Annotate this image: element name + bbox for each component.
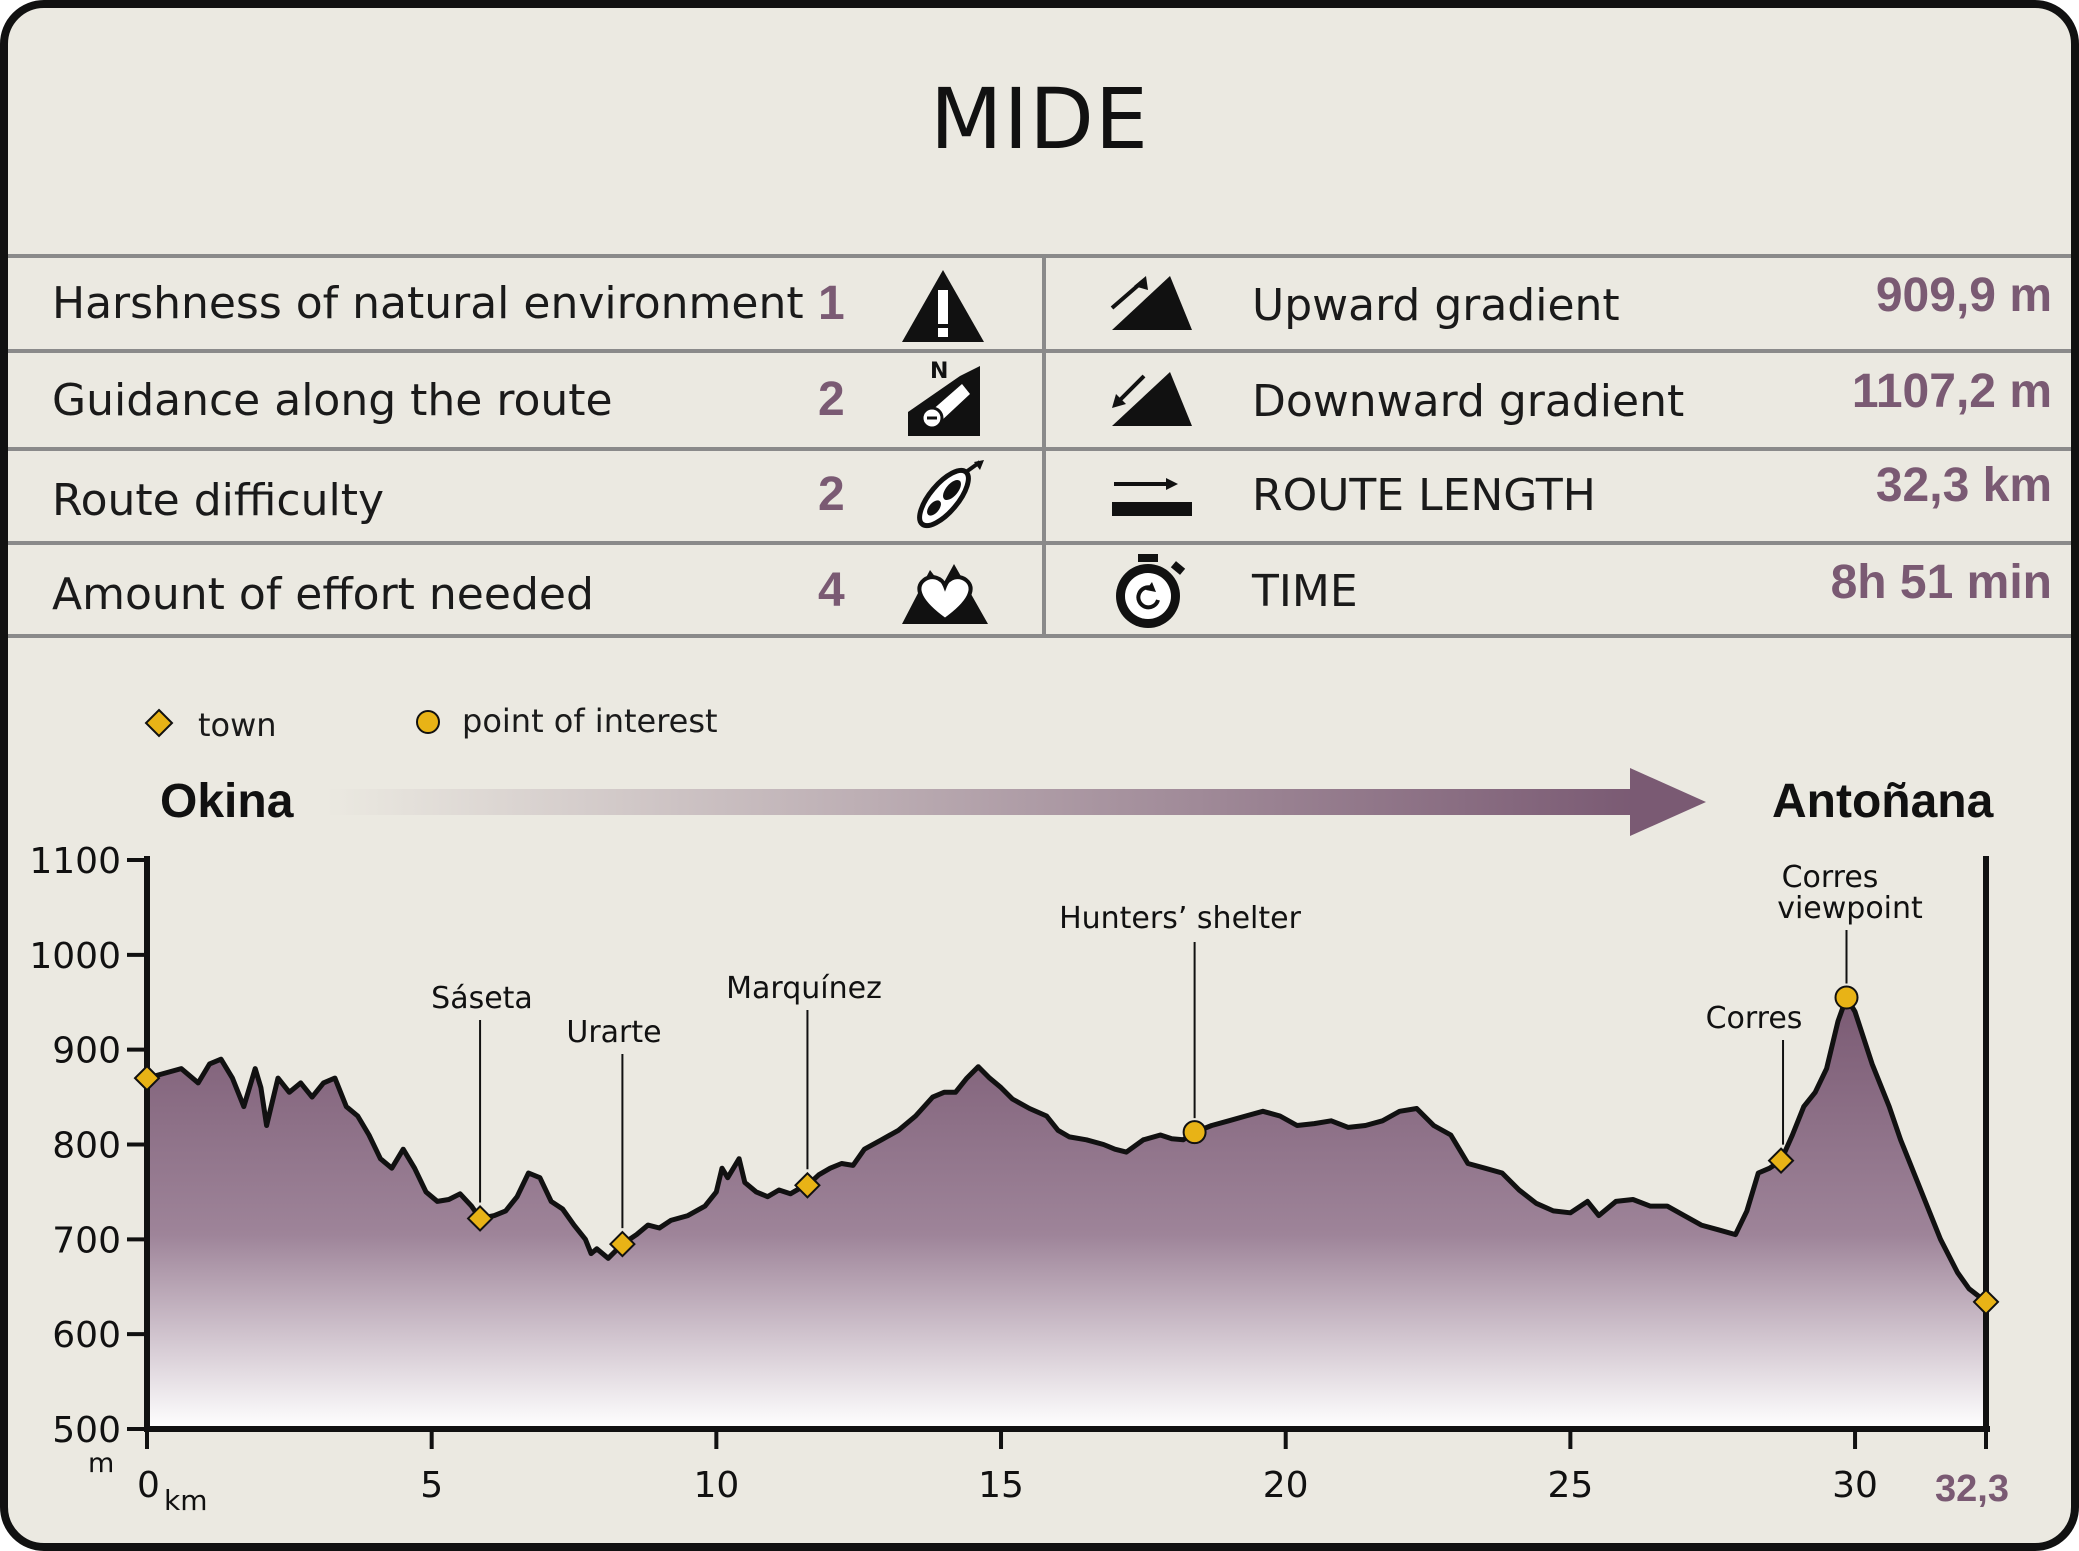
poi-label: Corres: [1782, 860, 1879, 895]
x-tick-label: 25: [1547, 1465, 1593, 1506]
heart-mountain-icon: [902, 564, 988, 624]
x-tick-label: 5: [420, 1465, 443, 1506]
svg-text:N: N: [930, 359, 948, 384]
page-title: MIDE: [929, 70, 1149, 168]
route-value-upward: 909,9 m: [1875, 269, 2052, 322]
end-place: Antoñana: [1772, 775, 1994, 828]
legend-poi-label: point of interest: [462, 702, 718, 740]
downward-slope-icon: [1112, 372, 1192, 426]
legend-town-marker: [144, 708, 174, 738]
x-tick-label: 15: [978, 1465, 1024, 1506]
footprint-icon: [917, 460, 984, 529]
poi-marker: [1834, 985, 1859, 1010]
mide-label-harshness: Harshness of natural environment: [52, 278, 804, 329]
route-label-time: TIME: [1252, 566, 1358, 617]
mide-label-effort: Amount of effort needed: [52, 569, 594, 620]
route-value-length: 32,3 km: [1875, 459, 2052, 512]
legend-town-label: town: [198, 706, 277, 744]
x-tick-label: 0: [137, 1465, 160, 1506]
mide-label-difficulty: Route difficulty: [52, 475, 384, 526]
route-label-downward: Downward gradient: [1252, 376, 1685, 427]
town-marker: [794, 1171, 821, 1199]
x-end-label: 32,3: [1935, 1468, 2009, 1510]
warning-triangle-icon: [902, 270, 984, 342]
poi-label: viewpoint: [1777, 891, 1923, 926]
elevation-profile-line: [146, 995, 1988, 1304]
poi-label: Hunters’ shelter: [1059, 901, 1301, 936]
x-tick-label: 30: [1832, 1465, 1878, 1506]
y-tick-label: 500: [52, 1410, 121, 1451]
route-value-downward: 1107,2 m: [1851, 365, 2052, 418]
poi-marker: [1182, 1120, 1207, 1145]
legend-poi-marker: [416, 710, 440, 734]
town-label: Marquínez: [726, 971, 882, 1006]
signpost-compass-icon: N: [908, 359, 980, 436]
upward-slope-icon: [1110, 276, 1192, 330]
town-marker: [1767, 1147, 1795, 1175]
route-label-length: ROUTE LENGTH: [1252, 470, 1596, 521]
y-tick-label: 600: [52, 1315, 121, 1356]
y-tick-label: 900: [52, 1031, 121, 1072]
y-tick-label: 1100: [29, 841, 121, 882]
x-unit-label: km: [164, 1484, 208, 1517]
elevation-area: [147, 997, 1986, 1429]
mide-label-guidance: Guidance along the route: [52, 375, 613, 426]
y-unit-label: m: [88, 1448, 115, 1479]
route-value-time: 8h 51 min: [1830, 556, 2052, 609]
town-label: Urarte: [566, 1015, 661, 1050]
y-tick-label: 700: [52, 1220, 121, 1261]
town-marker: [1972, 1288, 2000, 1316]
town-marker: [133, 1064, 161, 1092]
mide-value-guidance: 2: [818, 373, 845, 426]
route-label-upward: Upward gradient: [1252, 280, 1620, 331]
x-tick-label: 10: [693, 1465, 739, 1506]
town-marker: [466, 1205, 494, 1232]
distance-arrow-icon: [1112, 478, 1192, 516]
x-tick-label: 20: [1263, 1465, 1309, 1506]
y-tick-label: 800: [52, 1126, 121, 1167]
direction-arrow: [326, 768, 1706, 836]
mide-value-difficulty: 2: [818, 468, 845, 521]
mide-value-harshness: 1: [818, 277, 845, 330]
y-tick-label: 1000: [29, 936, 121, 977]
stopwatch-icon: [1116, 554, 1186, 628]
town-label: Corres: [1706, 1001, 1803, 1036]
town-marker: [608, 1230, 636, 1258]
start-place: Okina: [160, 775, 294, 828]
mide-value-effort: 4: [818, 564, 845, 617]
town-label: Sáseta: [431, 981, 533, 1016]
